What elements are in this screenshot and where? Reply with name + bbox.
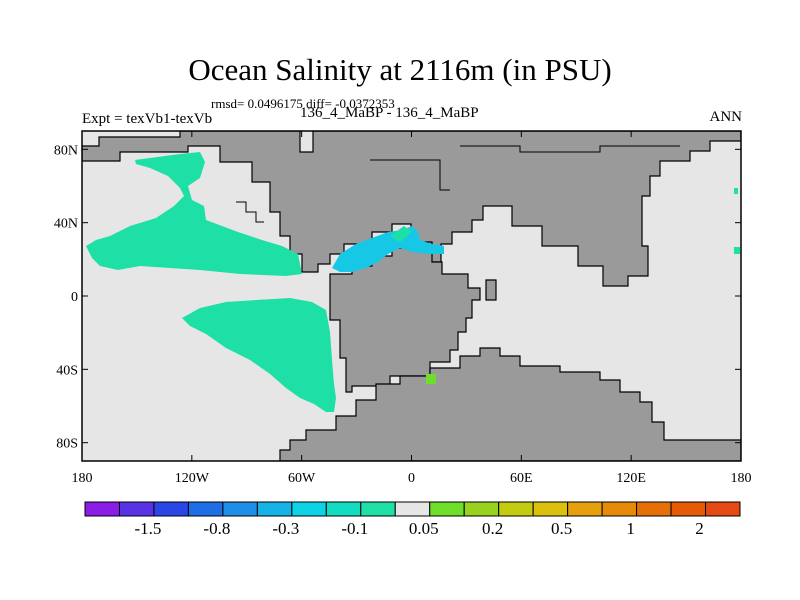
colorbar-label: -0.3 (272, 519, 299, 538)
colorbar-box (498, 501, 534, 517)
anomaly-north-edge (734, 188, 738, 194)
lon-label: 60E (510, 471, 533, 486)
anomaly-north-pacific (86, 152, 302, 276)
coast-line-a (460, 145, 680, 153)
colorbar-box (567, 501, 603, 517)
lon-label: 180 (72, 471, 93, 486)
colorbar-box (670, 501, 707, 517)
latitude-labels: 80N 40N 0 40S 80S (54, 143, 78, 451)
colorbar-box (394, 501, 431, 517)
anomaly-tethys-east (390, 226, 412, 242)
land-northern-continent (82, 131, 741, 287)
case-label: 136_4_MaBP - 136_4_MaBP (300, 105, 479, 121)
lat-label: 80N (54, 143, 78, 158)
colorbar-box (153, 501, 189, 517)
anomaly-east-edge (734, 247, 740, 254)
colorbar-box (256, 501, 293, 517)
lon-label: 180 (731, 471, 752, 486)
colorbar-label: -0.1 (341, 519, 368, 538)
lat-label: 80S (56, 437, 78, 452)
colorbar-box (429, 501, 465, 517)
colorbar-box (463, 501, 500, 517)
colorbar-box (84, 501, 120, 517)
colorbar (84, 501, 741, 517)
colorbar-box (636, 501, 672, 517)
land-group (82, 131, 741, 461)
land-eastern-island (485, 279, 497, 301)
colorbar-label: 0.5 (551, 519, 572, 538)
colorbar-box (601, 501, 638, 517)
colorbar-label: -1.5 (134, 519, 161, 538)
lon-label: 0 (408, 471, 415, 486)
axis-ticks (81, 131, 742, 461)
colorbar-label: 0.05 (409, 519, 439, 538)
colorbar-box (532, 501, 569, 517)
colorbar-box (360, 501, 396, 517)
lon-label: 60W (288, 471, 316, 486)
colorbar-labels: -1.5 -0.8 -0.3 -0.1 0.05 0.2 0.5 1 2 (134, 519, 703, 538)
map-area (82, 131, 741, 461)
lat-label: 40N (54, 217, 78, 232)
anomaly-south-atlantic (426, 374, 436, 384)
lon-label: 120W (175, 471, 210, 486)
coast-line-c (236, 201, 264, 223)
colorbar-label: 1 (626, 519, 635, 538)
lat-label: 0 (71, 290, 78, 305)
coast-line-b (370, 159, 450, 191)
land-antarctica (279, 347, 741, 461)
colorbar-box (325, 501, 362, 517)
lon-label: 120E (616, 471, 646, 486)
stats-text: rmsd= 0.0496175 diff= -0.0372353 (211, 96, 395, 111)
anomaly-south-pacific (182, 298, 336, 412)
colorbar-box (118, 501, 155, 517)
period-label: ANN (709, 109, 743, 125)
coastline-detail (236, 145, 680, 223)
colorbar-box (187, 501, 224, 517)
longitude-labels: 180 120W 60W 0 60E 120E 180 (72, 471, 752, 486)
experiment-label: Expt = texVb1-texVb (82, 111, 213, 127)
colorbar-label: 2 (695, 519, 704, 538)
anomaly-tethys (332, 226, 444, 272)
lat-label: 40S (56, 363, 78, 378)
colorbar-label: -0.8 (203, 519, 230, 538)
colorbar-box (291, 501, 327, 517)
colorbar-box (222, 501, 258, 517)
plot-title: Ocean Salinity at 2116m (in PSU) (188, 52, 612, 87)
anomaly-group (86, 152, 740, 412)
colorbar-box (705, 501, 741, 517)
colorbar-label: 0.2 (482, 519, 503, 538)
